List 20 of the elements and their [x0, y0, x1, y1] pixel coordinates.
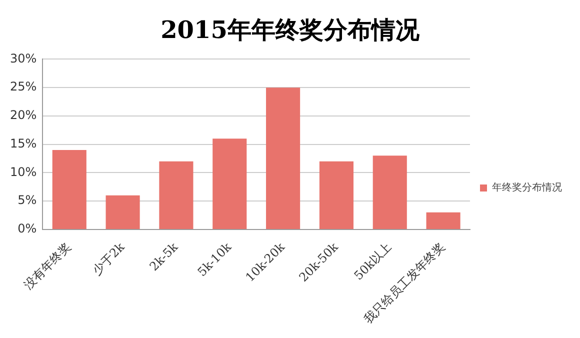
legend-label: 年终奖分布情况: [492, 182, 562, 194]
bar: [52, 150, 86, 229]
x-tick-label: 50k以上: [351, 240, 394, 283]
y-tick-label: 0%: [18, 222, 37, 236]
bar: [266, 88, 300, 229]
x-tick-label: 没有年终奖: [21, 240, 74, 292]
y-tick-label: 5%: [18, 193, 37, 208]
y-tick-label: 15%: [10, 136, 37, 150]
bar: [212, 138, 247, 229]
x-tick-label: 少于2k: [90, 239, 128, 278]
chart-title: 2015年年终奖分布情况: [160, 14, 420, 46]
y-tick-label: 20%: [10, 108, 37, 122]
bar: [426, 212, 460, 229]
bar: [159, 161, 194, 229]
bar: [106, 195, 140, 229]
bar: [319, 161, 354, 229]
bar: [372, 156, 407, 229]
y-tick-label: 10%: [10, 164, 37, 179]
y-tick-label: 25%: [10, 80, 37, 94]
y-tick-label: 30%: [10, 51, 37, 66]
